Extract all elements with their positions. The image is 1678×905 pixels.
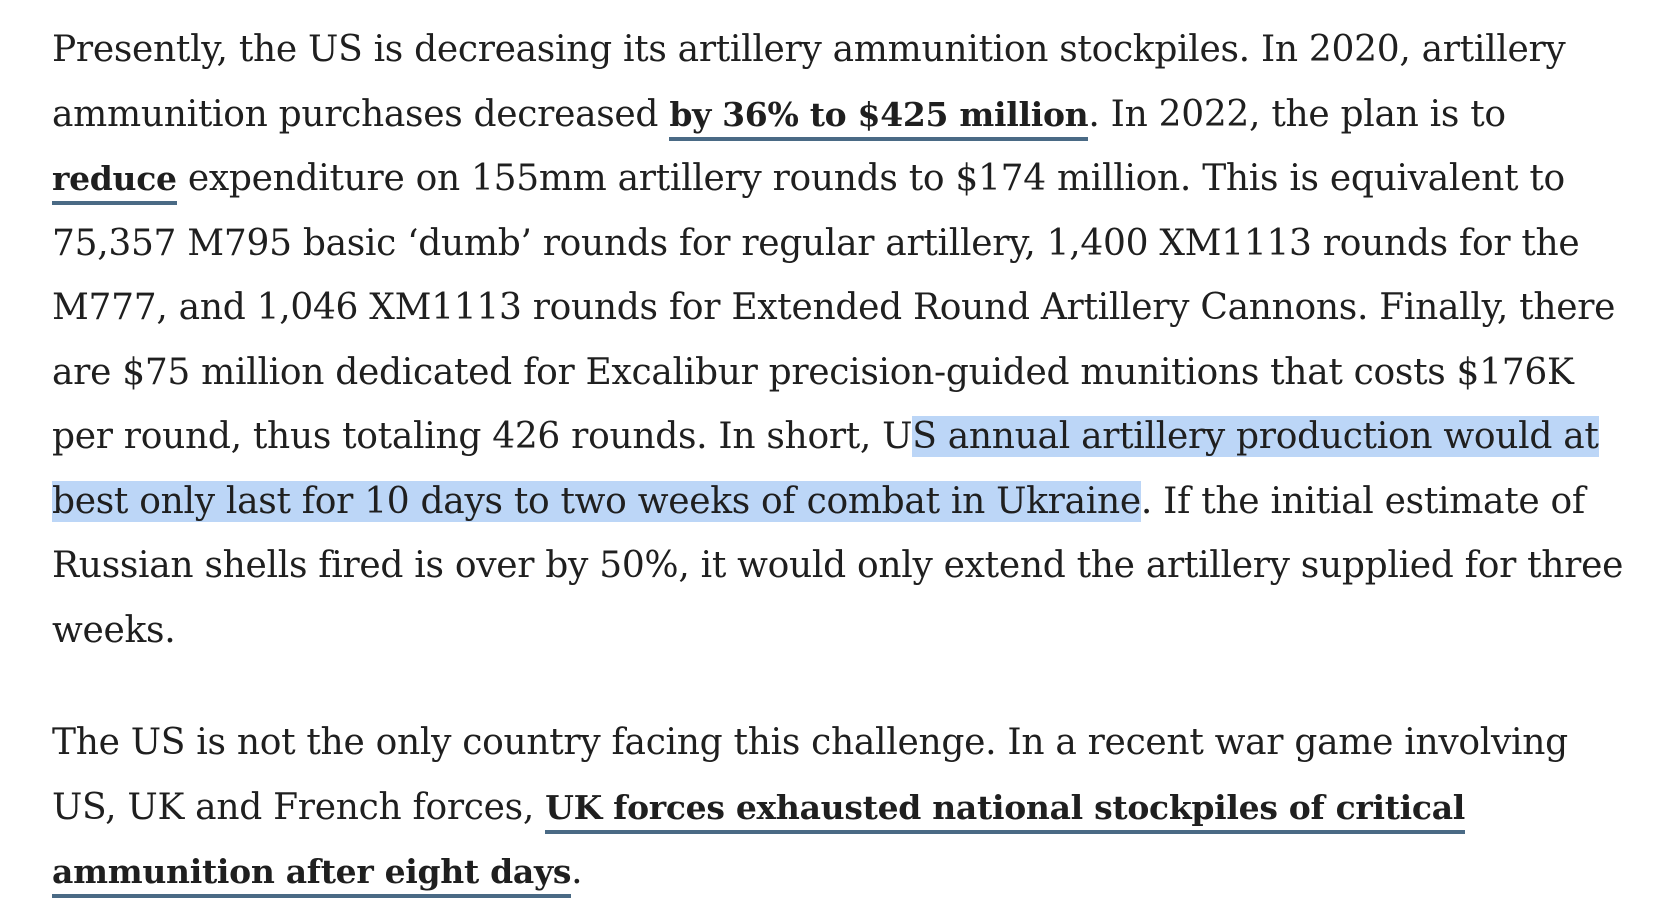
- paragraph-war-game: The US is not the only country facing th…: [52, 711, 1632, 905]
- paragraph-text: expenditure on 155mm artillery rounds to…: [52, 158, 1616, 457]
- link-purchases-decreased[interactable]: by 36% to $425 million: [669, 94, 1089, 141]
- paragraph-text: The US is not the only country facing th…: [52, 722, 1568, 828]
- article-body: Presently, the US is decreasing its arti…: [52, 18, 1632, 905]
- paragraph-text: . In 2022, the plan is to: [1088, 93, 1506, 135]
- paragraph-text: . If the initial estimate of Russian she…: [52, 480, 1624, 651]
- paragraph-text: Presently, the US is decreasing its arti…: [52, 29, 1566, 135]
- link-reduce[interactable]: reduce: [52, 159, 177, 205]
- paragraph-stockpiles: Presently, the US is decreasing its arti…: [52, 18, 1632, 663]
